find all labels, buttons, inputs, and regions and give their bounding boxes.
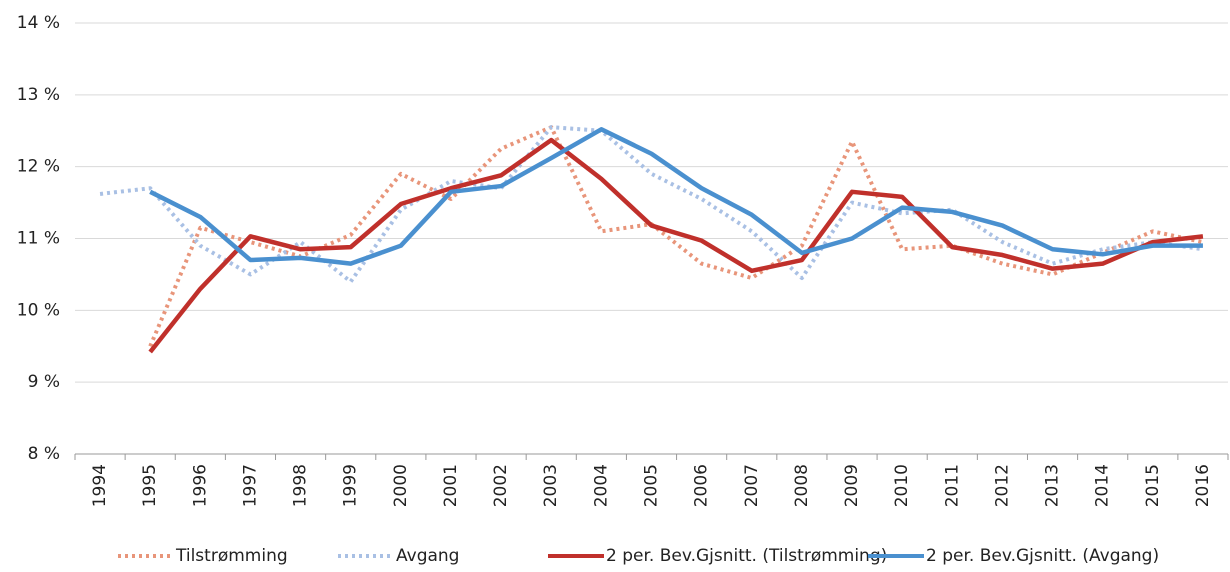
x-tick-label: 2014	[1093, 464, 1113, 507]
x-tick-label: 1997	[240, 464, 260, 507]
series-line	[99, 125, 1204, 284]
x-tick-label: 2008	[792, 464, 812, 507]
series-line	[148, 125, 1204, 348]
x-tick-label: 2002	[491, 464, 511, 507]
y-tick-label: 10 %	[17, 300, 60, 320]
x-tick-label: 1996	[190, 464, 210, 507]
x-tick-label: 1994	[90, 464, 110, 507]
x-tick-label: 2011	[942, 464, 962, 507]
y-tick-label: 11 %	[17, 229, 60, 249]
x-tick-label: 2001	[441, 464, 461, 507]
x-tick-label: 2005	[642, 464, 662, 507]
y-tick-label: 9 %	[28, 372, 60, 392]
x-tick-label: 2007	[742, 464, 762, 507]
x-tick-label: 2012	[992, 464, 1012, 507]
series-line	[149, 127, 1203, 266]
y-tick-label: 12 %	[17, 157, 60, 177]
x-tick-label: 2004	[591, 464, 611, 507]
x-tick-label: 2013	[1043, 464, 1063, 507]
y-tick-label: 13 %	[17, 85, 60, 105]
x-tick-label: 1995	[140, 464, 160, 507]
x-tick-label: 2015	[1143, 464, 1163, 507]
x-tick-label: 2006	[692, 464, 712, 507]
legend-label: 2 per. Bev.Gjsnitt. (Tilstrømming)	[606, 546, 887, 566]
legend-label: 2 per. Bev.Gjsnitt. (Avgang)	[926, 546, 1159, 566]
y-tick-label: 8 %	[28, 444, 60, 464]
legend-label: Tilstrømming	[175, 546, 288, 566]
x-tick-label: 2016	[1193, 464, 1213, 507]
x-tick-label: 1999	[341, 464, 361, 507]
series-line	[148, 137, 1204, 354]
y-tick-label: 14 %	[17, 13, 60, 33]
x-tick-label: 1998	[291, 464, 311, 507]
x-tick-label: 2000	[391, 464, 411, 507]
x-tick-label: 2003	[541, 464, 561, 507]
x-tick-label: 2009	[842, 464, 862, 507]
x-tick-label: 2010	[892, 464, 912, 507]
legend-label: Avgang	[396, 546, 459, 566]
